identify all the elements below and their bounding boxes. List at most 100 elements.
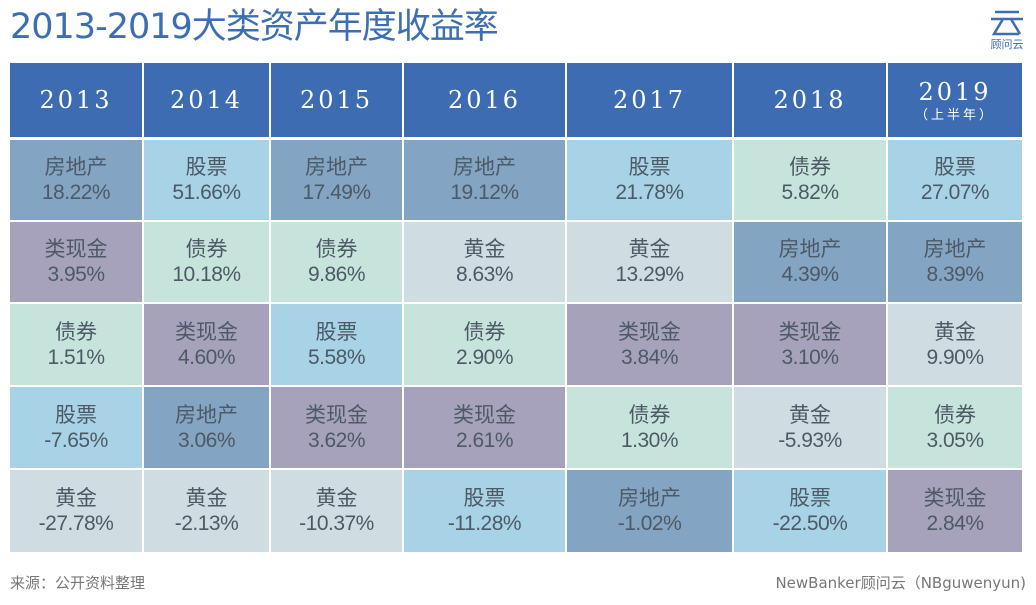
asset-cell: 黄金 -2.13% <box>144 470 269 552</box>
return-value: 17.49% <box>302 181 371 204</box>
asset-cell: 黄金 -10.37% <box>271 470 402 552</box>
return-value: -7.65% <box>44 428 108 452</box>
asset-name: 债券 <box>185 237 228 261</box>
return-value: -2.13% <box>174 512 239 535</box>
asset-cell: 债券 2.90% <box>404 304 565 385</box>
asset-name: 类现金 <box>453 402 516 427</box>
return-value: 2.61% <box>455 428 514 452</box>
return-value: -22.50% <box>772 512 848 535</box>
asset-name: 债券 <box>934 402 976 427</box>
asset-cell: 类现金 4.60% <box>144 304 269 385</box>
asset-name: 房地产 <box>923 237 987 261</box>
asset-cell: 类现金 3.95% <box>10 222 142 302</box>
return-value: 2.90% <box>455 345 514 369</box>
asset-cell: 股票 27.07% <box>888 140 1022 220</box>
asset-name: 黄金 <box>55 486 97 510</box>
asset-name: 房地产 <box>778 237 842 261</box>
return-value: 5.82% <box>781 181 839 204</box>
asset-name: 黄金 <box>185 486 228 510</box>
asset-cell: 黄金 8.63% <box>404 222 565 302</box>
return-value: 10.18% <box>172 263 241 286</box>
asset-cell: 债券 1.30% <box>567 387 732 468</box>
asset-name: 债券 <box>628 402 671 427</box>
asset-name: 黄金 <box>628 237 671 261</box>
asset-name: 股票 <box>934 155 976 179</box>
year-header: 2016 <box>404 63 565 137</box>
credit-note: NewBanker顾问云（NBguwenyun) <box>775 574 1026 592</box>
year-header: 2019 （上半年） <box>888 63 1022 137</box>
asset-name: 类现金 <box>618 319 681 344</box>
asset-cell: 房地产 18.22% <box>10 140 142 220</box>
asset-cell: 房地产 3.06% <box>144 387 269 468</box>
asset-name: 债券 <box>315 237 358 261</box>
return-value: 21.78% <box>615 181 684 204</box>
asset-name: 黄金 <box>315 486 358 510</box>
return-value: 18.22% <box>41 181 111 204</box>
asset-cell: 股票 5.58% <box>271 304 402 385</box>
asset-cell: 黄金 9.90% <box>888 304 1022 385</box>
asset-name: 类现金 <box>175 319 238 344</box>
return-value: 1.30% <box>620 428 679 452</box>
asset-cell: 股票 21.78% <box>567 140 732 220</box>
return-value: 5.58% <box>307 345 366 369</box>
return-value: 9.90% <box>926 345 984 369</box>
asset-cell: 股票 51.66% <box>144 140 269 220</box>
asset-name: 房地产 <box>44 155 108 179</box>
asset-name: 类现金 <box>923 486 987 510</box>
return-value: -1.02% <box>617 512 682 535</box>
asset-name: 股票 <box>628 155 671 179</box>
year-label: 2015 <box>299 86 374 114</box>
asset-name: 类现金 <box>44 237 108 261</box>
return-value: 51.66% <box>172 181 241 204</box>
return-value: 3.84% <box>620 345 679 369</box>
year-label: 2016 <box>447 86 522 114</box>
asset-cell: 债券 5.82% <box>734 140 886 220</box>
asset-name: 黄金 <box>934 319 976 344</box>
asset-name: 债券 <box>463 319 506 344</box>
year-header: 2014 <box>144 63 269 137</box>
return-value: -11.28% <box>447 512 522 535</box>
return-value: 1.51% <box>47 345 105 369</box>
returns-table: 2013 2014 2015 2016 2017 2018 2019 （上半年） 房地产 18.2… <box>10 63 1022 552</box>
return-value: 3.95% <box>47 263 105 286</box>
asset-cell: 类现金 2.84% <box>888 470 1022 552</box>
asset-cell: 股票 -7.65% <box>10 387 142 468</box>
asset-name: 黄金 <box>463 237 506 261</box>
asset-name: 股票 <box>789 486 831 510</box>
asset-cell: 黄金 -27.78% <box>10 470 142 552</box>
year-header: 2018 <box>734 63 886 137</box>
year-header: 2017 <box>567 63 732 137</box>
asset-cell: 黄金 -5.93% <box>734 387 886 468</box>
asset-cell: 股票 -22.50% <box>734 470 886 552</box>
asset-cell: 股票 -11.28% <box>404 470 565 552</box>
asset-name: 股票 <box>463 486 506 510</box>
return-value: 3.05% <box>926 428 984 452</box>
asset-cell: 房地产 19.12% <box>404 140 565 220</box>
asset-name: 房地产 <box>453 155 516 179</box>
return-value: 8.39% <box>926 263 984 286</box>
asset-cell: 房地产 -1.02% <box>567 470 732 552</box>
return-value: 4.60% <box>177 345 236 369</box>
asset-cell: 债券 3.05% <box>888 387 1022 468</box>
return-value: 3.06% <box>177 428 236 452</box>
return-value: 13.29% <box>615 263 684 286</box>
year-label: 2019 <box>918 77 992 106</box>
return-value: -5.93% <box>778 428 842 452</box>
return-value: 4.39% <box>781 263 839 286</box>
asset-name: 股票 <box>185 155 228 179</box>
asset-name: 股票 <box>315 319 358 344</box>
return-value: 8.63% <box>455 263 514 286</box>
year-sublabel: （上半年） <box>914 107 995 123</box>
year-label: 2013 <box>39 86 113 114</box>
asset-name: 类现金 <box>305 402 368 427</box>
asset-cell: 房地产 17.49% <box>271 140 402 220</box>
return-value: 3.10% <box>781 345 839 369</box>
asset-name: 黄金 <box>789 402 831 427</box>
asset-cell: 债券 9.86% <box>271 222 402 302</box>
page-title: 2013-2019大类资产年度收益率 <box>10 7 499 47</box>
asset-cell: 黄金 13.29% <box>567 222 732 302</box>
asset-cell: 房地产 8.39% <box>888 222 1022 302</box>
asset-cell: 债券 1.51% <box>10 304 142 385</box>
asset-cell: 债券 10.18% <box>144 222 269 302</box>
asset-name: 股票 <box>55 402 97 427</box>
